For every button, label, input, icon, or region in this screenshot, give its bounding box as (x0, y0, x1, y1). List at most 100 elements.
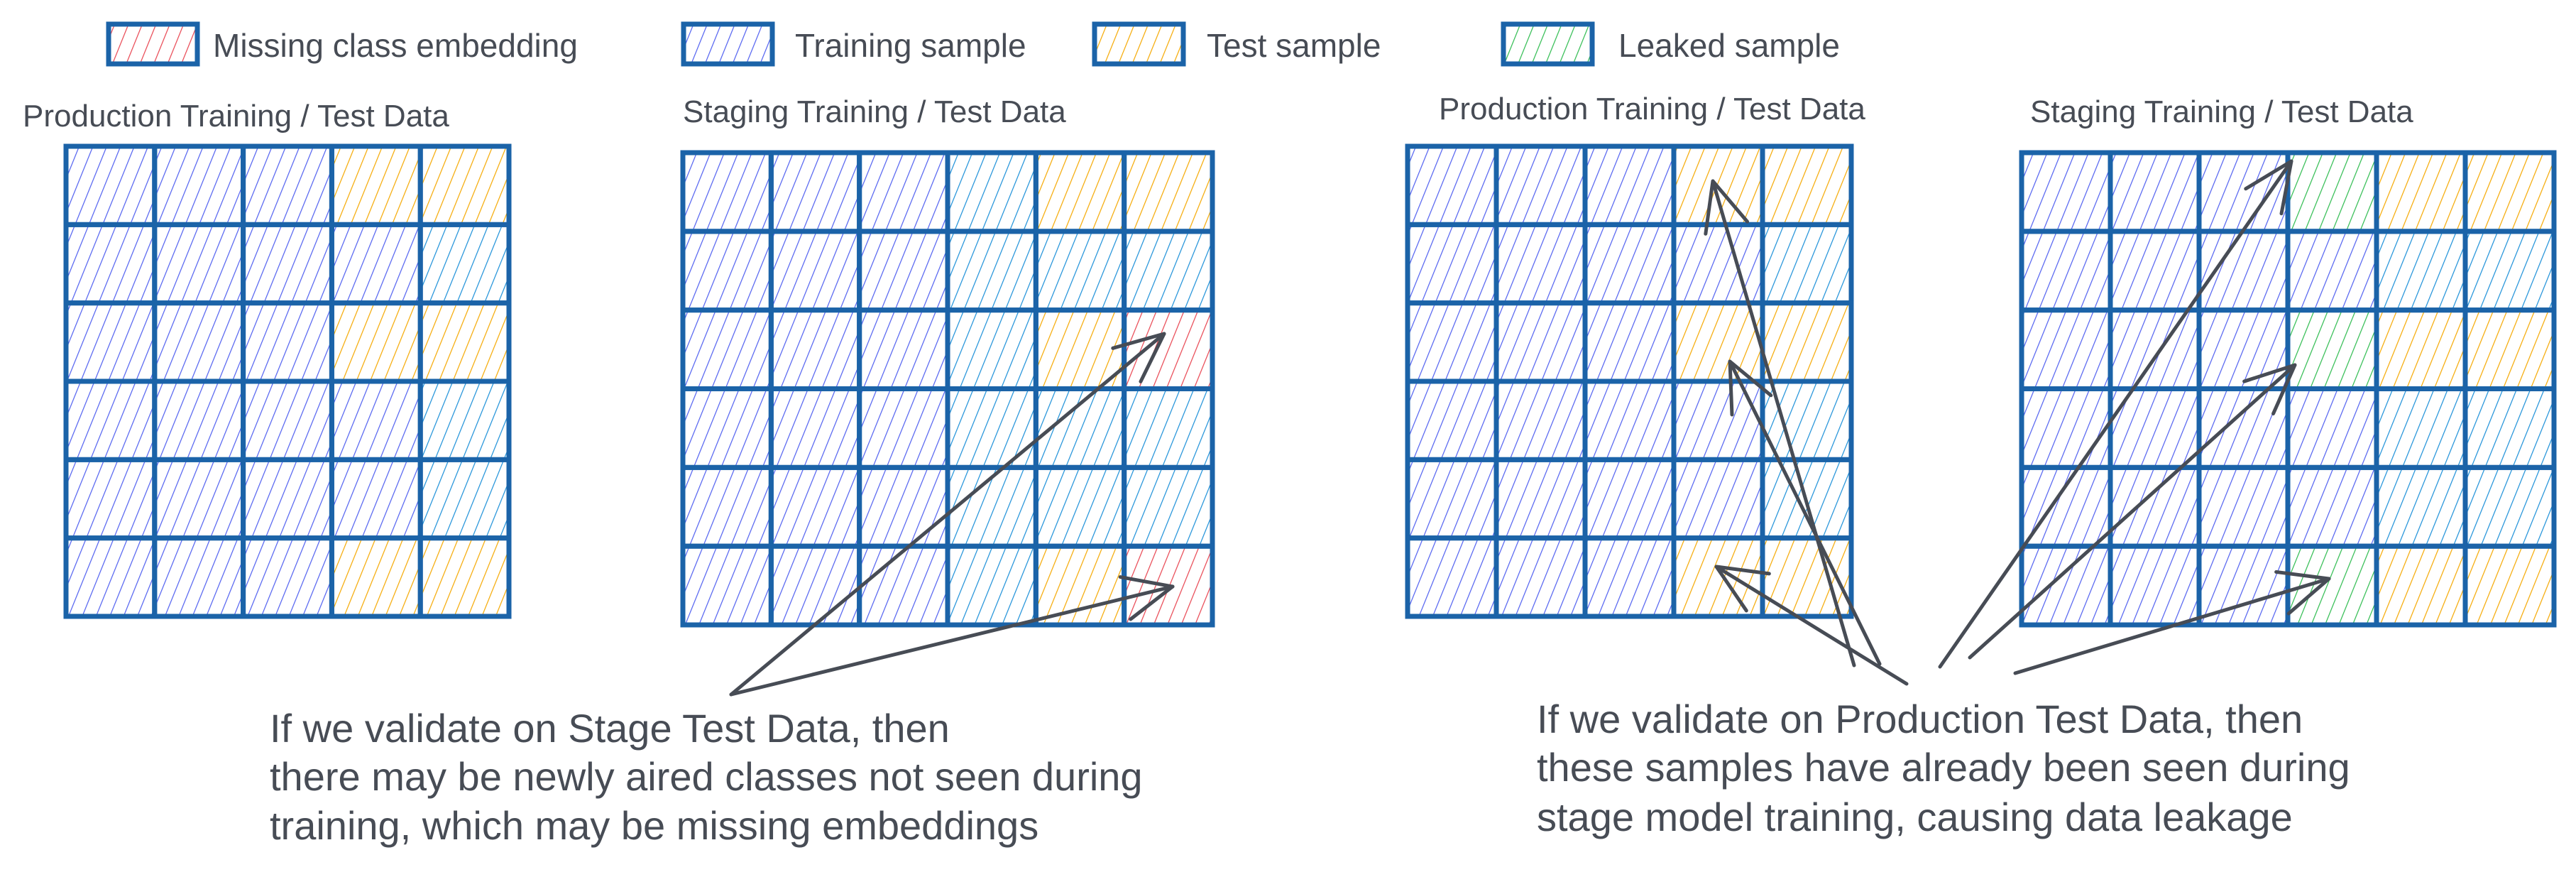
grid-cell-test (329, 535, 423, 619)
legend-swatch-training (681, 21, 775, 67)
grid-cell-test (2462, 150, 2557, 234)
grid-cell-training (1582, 378, 1677, 462)
note-left-line-3: training, which may be missing embedding… (270, 803, 1038, 848)
grid-cell-training (768, 386, 862, 470)
grid-cell-training (2196, 386, 2291, 470)
grid-4: Staging Training / Test Data (2019, 94, 2557, 628)
grid-cell-training (857, 307, 950, 391)
arrowhead-icon (1714, 565, 1771, 613)
grid-cell-training (2285, 386, 2379, 470)
grid-cell-test (2374, 150, 2468, 234)
grid-cell-training (857, 386, 950, 470)
grid-cell-training (2019, 464, 2113, 549)
grid-cell-test (1760, 143, 1854, 227)
grid-cell-test (417, 300, 512, 384)
grid-cell-test (417, 535, 512, 619)
grid-cell-training-alt (945, 386, 1038, 470)
legend-label-training: Training sample (795, 27, 1026, 64)
grid-cell-training (768, 229, 862, 313)
grid-cell-training (2108, 464, 2202, 549)
grid-cell-training-alt (2374, 464, 2468, 549)
grids: Production Training / Test Data Staging T… (23, 92, 2557, 628)
arrow (1938, 159, 2293, 669)
grid-cell-training-alt (417, 222, 512, 306)
grid-cell-leaked (2285, 150, 2379, 234)
arrow (1714, 565, 1909, 686)
grid-cell-training-alt (417, 457, 512, 541)
arrow (1728, 359, 1882, 666)
grid-cell-test (2462, 543, 2557, 628)
arrows (729, 159, 2331, 697)
grid-cell-training (2285, 229, 2379, 313)
note-left: If we validate on Stage Test Data, then … (270, 706, 1143, 848)
grid-title: Production Training / Test Data (1439, 92, 1865, 126)
grid-cell-test (329, 143, 423, 227)
grid-cell-training (768, 543, 862, 628)
grid-cell-training (1671, 378, 1765, 462)
grid-cell-test (2462, 307, 2557, 391)
grid-cell-training (680, 543, 774, 628)
grid-1: Production Training / Test Data (23, 99, 512, 619)
arrowhead-icon (1118, 575, 1175, 621)
grid-cell-training (680, 229, 774, 313)
grid-cell-training (1493, 457, 1588, 541)
grid-cell-training (241, 300, 334, 384)
grid-cell-training-alt (2374, 229, 2468, 313)
grid-cell-leaked (2285, 307, 2379, 391)
grid-cell-training (2108, 150, 2202, 234)
grid-cell-training (1582, 535, 1677, 619)
grid-cell-training-alt (945, 229, 1038, 313)
note-left-line-1: If we validate on Stage Test Data, then (270, 706, 950, 751)
grid-cell-training-alt (1760, 222, 1854, 306)
grid-cell-training (2019, 229, 2113, 313)
grid-cell-training-alt (2462, 229, 2557, 313)
grid-2: Staging Training / Test Data (680, 94, 1215, 628)
grid-cell-training (680, 386, 774, 470)
arrow (729, 575, 1175, 697)
grid-cell-training-alt (1122, 464, 1215, 549)
grid-cell-training (1405, 535, 1499, 619)
grid-cell-training (152, 457, 246, 541)
note-right-line-1: If we validate on Production Test Data, … (1537, 697, 2303, 741)
grid-cell-test (1033, 543, 1127, 628)
grid-cell-training (1405, 143, 1499, 227)
note-right-line-2: these samples have already been seen dur… (1537, 745, 2350, 790)
grid-cell-training-alt (2374, 386, 2468, 470)
legend-label-missing: Missing class embedding (213, 27, 578, 64)
legend-label-leaked: Leaked sample (1618, 27, 1840, 64)
grid-cell-training (152, 300, 246, 384)
arrow (1704, 179, 1856, 667)
grid-cell-test (417, 143, 512, 227)
grid-cell-training (2196, 229, 2291, 313)
legend-label-test: Test sample (1207, 27, 1381, 64)
grid-title: Staging Training / Test Data (683, 94, 1066, 129)
grid-title: Production Training / Test Data (23, 99, 449, 133)
grid-cell-training (1671, 457, 1765, 541)
arrow (2013, 569, 2331, 675)
grid-cell-training (152, 378, 246, 462)
legend-swatch-missing (106, 21, 200, 67)
grid-cell-training (857, 150, 950, 234)
grid-cell-training (2108, 543, 2202, 628)
grid-cell-missing (1122, 307, 1215, 391)
grid-cell-training-alt (945, 543, 1038, 628)
legend-swatch-test (1092, 21, 1186, 67)
note-left-line-2: there may be newly aired classes not see… (270, 754, 1143, 799)
grid-cell-training-alt (2462, 386, 2557, 470)
grid-cell-training (241, 457, 334, 541)
note-right-line-3: stage model training, causing data leaka… (1537, 795, 2293, 839)
grid-cell-test (1033, 150, 1127, 234)
arrowhead-icon (2244, 159, 2293, 216)
grid-cell-training (1405, 378, 1499, 462)
grid-cell-training (1671, 222, 1765, 306)
grid-cell-training (2108, 229, 2202, 313)
grid-cell-test (1671, 535, 1765, 619)
grid-cell-training (152, 535, 246, 619)
grid-cell-training (2108, 307, 2202, 391)
arrowhead-icon (1728, 359, 1773, 417)
arrowhead-icon (1704, 179, 1750, 236)
grid-cell-training (768, 464, 862, 549)
grid-cell-training (2285, 464, 2379, 549)
grid-cell-training-alt (1760, 378, 1854, 462)
